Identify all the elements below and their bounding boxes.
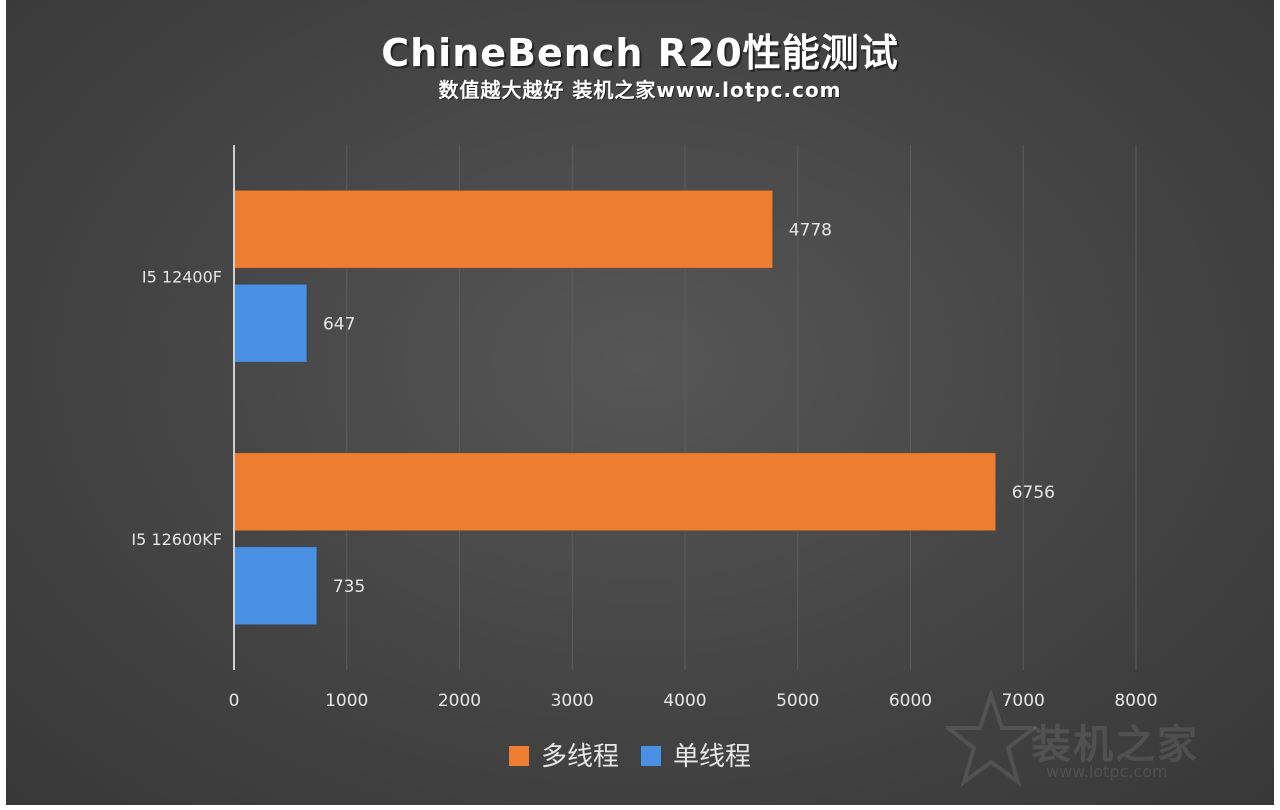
chart-frame: ChineBench R20性能测试 数值越大越好 装机之家www.lotpc.…: [6, 0, 1274, 805]
chart-title: ChineBench R20性能测试: [381, 31, 899, 75]
data-label: 4778: [789, 220, 832, 240]
x-tick-label: 6000: [889, 691, 932, 711]
chart-subtitle: 数值越大越好 装机之家www.lotpc.com: [438, 78, 842, 102]
x-tick-label: 8000: [1114, 691, 1157, 711]
x-tick-label: 3000: [551, 691, 594, 711]
bar-multi-1: [233, 452, 997, 532]
data-label: 6756: [1012, 483, 1055, 503]
bar-multi-0: [233, 189, 774, 269]
x-tick-label: 5000: [776, 691, 819, 711]
x-tick-label: 1000: [325, 691, 368, 711]
gridlines: [346, 145, 1137, 670]
x-tick-label: 2000: [438, 691, 481, 711]
watermark-text: 装机之家: [1031, 722, 1199, 768]
category-label: I5 12600KF: [131, 530, 222, 549]
x-tick-label: 7000: [1002, 691, 1045, 711]
legend-swatch-1: [641, 746, 662, 766]
legend: 多线程 单线程: [509, 742, 751, 772]
legend-swatch-0: [509, 746, 529, 766]
legend-label-0: 多线程: [541, 742, 619, 772]
category-label: I5 12400F: [142, 267, 222, 286]
labels: 0 1000 2000 3000 4000 5000 6000 7000 8000 4778 647…: [131, 220, 1157, 711]
x-tick-label: 0: [229, 691, 240, 711]
watermark-star-icon: [946, 690, 1036, 788]
bar-chart: 0 1000 2000 3000 4000 5000 6000 7000 8000 4778 647…: [131, 145, 1158, 772]
x-tick-label: 4000: [663, 691, 706, 711]
bar-single-1: [233, 546, 318, 626]
bar-single-0: [233, 283, 308, 363]
legend-label-1: 单线程: [673, 742, 751, 772]
bars: [233, 189, 997, 626]
data-label: 647: [323, 314, 355, 334]
watermark-url: www.lotpc.com: [1046, 762, 1168, 781]
data-label: 735: [333, 577, 365, 597]
